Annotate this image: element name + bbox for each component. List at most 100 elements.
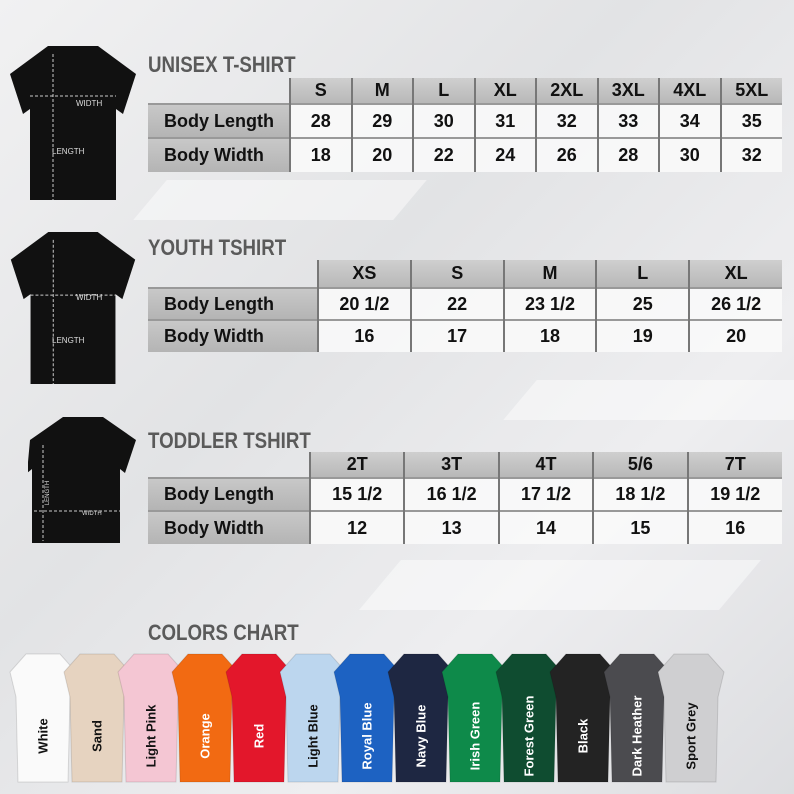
measurement-cell: 22 xyxy=(412,137,475,172)
size-header: XL xyxy=(473,78,536,104)
measurement-cell: 14 xyxy=(497,510,594,544)
table-row: Body Length 28 29 30 31 32 33 34 35 xyxy=(148,103,782,138)
size-header: 5/6 xyxy=(592,452,688,478)
measurement-cell: 16 xyxy=(686,510,782,544)
blank-cell xyxy=(148,452,310,478)
youth-size-table: XS S M L XL Body Length 20 1/2 22 23 1/2 25 26 1/2… xyxy=(148,260,782,352)
measurement-cell: 31 xyxy=(473,103,536,138)
bg-stripe xyxy=(503,380,794,420)
tshirt-icon xyxy=(279,653,347,783)
unisex-size-table: S M L XL 2XL 3XL 4XL 5XL Body Length 28 29 30 31 32 33… xyxy=(148,78,782,172)
measurement-cell: 16 1/2 xyxy=(403,477,499,511)
tshirt-icon xyxy=(549,653,617,783)
color-name: White xyxy=(35,717,51,754)
unisex-title: UNISEX T-SHIRT xyxy=(148,52,296,77)
measurement-cell: 18 xyxy=(502,319,597,352)
color-swatch-shirt: Royal Blue xyxy=(332,652,402,787)
width-label: WIDTH xyxy=(82,511,102,517)
measurement-cell: 28 xyxy=(596,137,659,172)
toddler-title: TODDLER TSHIRT xyxy=(148,428,311,453)
table-row: Body Length 15 1/2 16 1/2 17 1/2 18 1/2 19 1/… xyxy=(148,477,782,511)
color-name: Sand xyxy=(89,719,105,752)
tshirt-icon xyxy=(9,653,77,783)
table-row: Body Length 20 1/2 22 23 1/2 25 26 1/2 xyxy=(148,287,782,320)
measurement-cell: 35 xyxy=(719,103,782,138)
toddler-size-table: 2T 3T 4T 5/6 7T Body Length 15 1/2 16 1/2 17 1/2… xyxy=(148,452,782,544)
toddler-shirt-diagram xyxy=(28,417,136,543)
row-label: Body Length xyxy=(148,477,310,511)
size-header: S xyxy=(289,78,352,104)
color-swatch-shirt: Orange xyxy=(170,652,240,787)
tshirt-icon xyxy=(63,653,131,783)
length-label: LENGTH xyxy=(52,147,85,156)
color-name: Royal Blue xyxy=(359,702,375,770)
table-row: Body Width 16 17 18 19 20 xyxy=(148,319,782,352)
measurement-cell: 26 xyxy=(535,137,598,172)
color-swatch-shirt: Dark Heather xyxy=(602,652,672,787)
measurement-cell: 15 xyxy=(592,510,688,544)
table-row: Body Width 12 13 14 15 16 xyxy=(148,510,782,544)
size-header: L xyxy=(595,260,690,288)
tshirt-icon xyxy=(171,653,239,783)
measurement-cell: 17 xyxy=(409,319,504,352)
measurement-cell: 28 xyxy=(289,103,352,138)
size-header: 3T xyxy=(403,452,499,478)
measurement-cell: 20 xyxy=(350,137,413,172)
color-name: Orange xyxy=(197,712,213,759)
measurement-cell: 19 1/2 xyxy=(686,477,782,511)
measurement-cell: 25 xyxy=(595,287,690,320)
tshirt-icon xyxy=(387,653,455,783)
color-swatch-shirt: Light Blue xyxy=(278,652,348,787)
measurement-cell: 19 xyxy=(595,319,690,352)
size-header: 7T xyxy=(686,452,782,478)
size-header: 3XL xyxy=(596,78,659,104)
row-label: Body Width xyxy=(148,137,290,172)
measurement-cell: 32 xyxy=(719,137,782,172)
size-header: M xyxy=(502,260,597,288)
measurement-cell: 26 1/2 xyxy=(688,287,782,320)
measurement-cell: 18 xyxy=(289,137,352,172)
measurement-cell: 22 xyxy=(409,287,504,320)
measurement-cell: 30 xyxy=(412,103,475,138)
measurement-cell: 34 xyxy=(658,103,721,138)
youth-title: YOUTH TSHIRT xyxy=(148,235,287,260)
measurement-cell: 13 xyxy=(403,510,499,544)
color-name: Black xyxy=(575,718,591,754)
color-name: Light Pink xyxy=(143,704,159,768)
row-label: Body Width xyxy=(148,510,310,544)
measurement-cell: 33 xyxy=(596,103,659,138)
bg-stripe xyxy=(359,560,761,610)
measurement-cell: 32 xyxy=(535,103,598,138)
color-swatch-shirt: Black xyxy=(548,652,618,787)
tshirt-icon xyxy=(495,653,563,783)
color-name: Light Blue xyxy=(305,703,321,768)
blank-cell xyxy=(148,260,318,288)
colors-title: COLORS CHART xyxy=(148,620,299,645)
youth-shirt-diagram xyxy=(10,231,136,385)
size-header: 2XL xyxy=(535,78,598,104)
color-swatch-shirt: White xyxy=(8,652,78,787)
measurement-cell: 15 1/2 xyxy=(308,477,405,511)
tshirt-icon xyxy=(657,653,725,783)
color-name: Sport Grey xyxy=(683,702,699,770)
size-header: 4XL xyxy=(658,78,721,104)
tshirt-icon xyxy=(333,653,401,783)
length-label: LENGTH xyxy=(52,336,85,345)
row-label: Body Width xyxy=(148,319,318,352)
color-swatch-shirt: Forest Green xyxy=(494,652,564,787)
measurement-cell: 20 xyxy=(688,319,782,352)
color-name: Forest Green xyxy=(521,695,537,777)
color-swatch-shirt: Red xyxy=(224,652,294,787)
color-swatch-shirt: Sand xyxy=(62,652,132,787)
row-label: Body Length xyxy=(148,103,290,138)
measurement-cell: 23 1/2 xyxy=(502,287,597,320)
length-label: LENGTH xyxy=(45,480,52,506)
size-header: M xyxy=(350,78,413,104)
size-header: XL xyxy=(688,260,782,288)
measurement-cell: 24 xyxy=(473,137,536,172)
measurement-cell: 30 xyxy=(658,137,721,172)
tshirt-icon xyxy=(225,653,293,783)
bg-stripe xyxy=(133,180,427,220)
measurement-cell: 17 1/2 xyxy=(497,477,594,511)
tshirt-icon xyxy=(441,653,509,783)
